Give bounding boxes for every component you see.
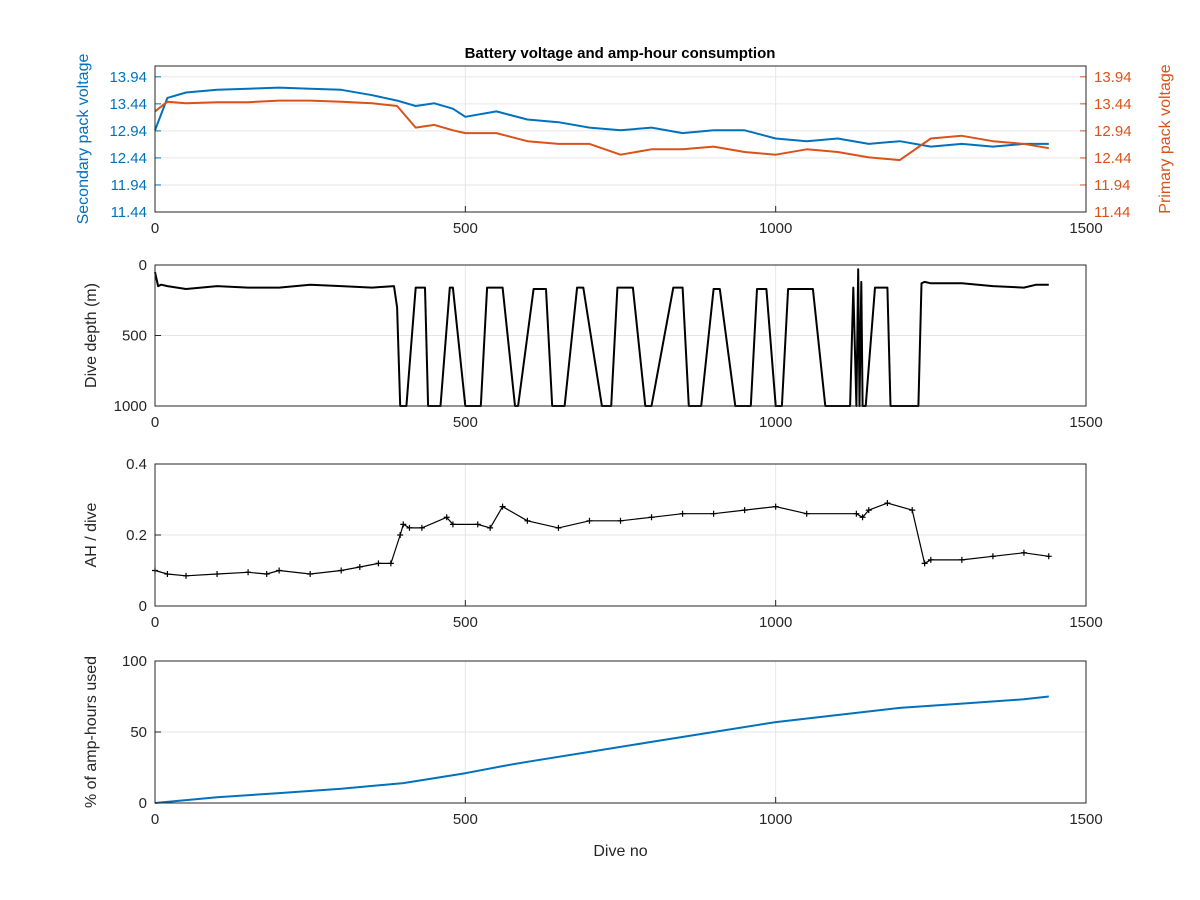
panel1-series-1-line — [154, 86, 1049, 148]
panel3-data-point — [741, 507, 748, 514]
panel4-y-tick-label: 100 — [122, 653, 147, 670]
panel3-data-point — [555, 524, 562, 531]
panel1-x-tick-label: 1000 — [759, 220, 792, 237]
panel3-data-point — [710, 510, 717, 517]
panel3-data-point — [183, 572, 190, 579]
panel1-y-right-tick-label: 13.44 — [1094, 96, 1132, 113]
panel1-y-tick-label: 13.44 — [109, 96, 147, 113]
panel4-series-1-line — [154, 695, 1049, 804]
panel3-data-point — [586, 517, 593, 524]
panel4-x-tick-label: 1000 — [759, 811, 792, 828]
panel2-y-tick-label: 1000 — [114, 398, 147, 415]
panel3-y-tick-label: 0.4 — [126, 456, 147, 473]
panel3-x-tick-label: 1500 — [1069, 614, 1102, 631]
panel3-data-point — [443, 514, 450, 521]
panel1-y-tick-label: 11.44 — [111, 204, 147, 221]
panel3-x-tick-label: 500 — [453, 614, 478, 631]
panel4-x-tick-label: 0 — [151, 811, 159, 828]
panel3-data-point — [356, 563, 363, 570]
panel3-data-point — [909, 507, 916, 514]
panel3-data-point — [487, 524, 494, 531]
panel4-x-tick-label: 500 — [453, 811, 478, 828]
panel3-data-point — [474, 521, 481, 528]
panel3-data-point — [387, 560, 394, 567]
panel2-x-tick-label: 500 — [453, 414, 478, 431]
panel2-y-tick-label: 0 — [139, 257, 147, 274]
panel1-axes-box — [154, 65, 1087, 213]
panel1-y-right-label: Primary pack voltage — [1157, 64, 1174, 213]
panel4-x-tick-label: 1500 — [1069, 811, 1102, 828]
panel2-series-1-line — [154, 268, 1049, 407]
panel3-data-point — [245, 569, 252, 576]
panel3-data-point — [921, 560, 928, 567]
panel1-y-right-tick-label: 13.94 — [1094, 69, 1132, 86]
panel4-axes-box — [154, 660, 1087, 804]
panel3-data-point — [1020, 549, 1027, 556]
panel3-data-point — [397, 532, 404, 538]
panel1-y-tick-label: 12.94 — [109, 123, 147, 140]
panel1-y-tick-label: 11.94 — [111, 177, 147, 194]
panel4-y-tick-label: 50 — [130, 724, 147, 741]
panel1-y-right-tick-label: 11.44 — [1094, 204, 1130, 221]
panel3-data-point — [772, 503, 779, 510]
panel2-y-label: Dive depth (m) — [83, 283, 100, 388]
panel3-data-point — [803, 510, 810, 517]
panel3-data-point — [617, 517, 624, 524]
panel3-data-point — [524, 517, 531, 524]
panel3-data-point — [679, 510, 686, 517]
panel3-data-point — [214, 571, 221, 578]
panel3-data-point — [263, 571, 270, 578]
panel3-data-point — [375, 560, 382, 567]
panel3-data-point — [307, 571, 314, 578]
panel2-x-tick-label: 0 — [151, 414, 159, 431]
panel3-x-tick-label: 1000 — [759, 614, 792, 631]
panel1-y-right-tick-label: 12.94 — [1094, 123, 1132, 140]
panel3-data-point — [400, 521, 407, 528]
panel3-data-point — [276, 567, 283, 574]
panel2-axes-box — [154, 264, 1087, 407]
panel3-data-point — [958, 556, 965, 563]
panel3-data-point — [499, 503, 506, 510]
panel3-y-label: AH / dive — [83, 502, 100, 567]
panel3-data-point — [418, 524, 425, 531]
panel3-data-point — [865, 507, 872, 514]
panel1-y-label: Secondary pack voltage — [75, 54, 92, 225]
panel3-series-line — [154, 502, 1049, 577]
figure-title: Battery voltage and amp-hour consumption — [465, 45, 776, 62]
panel3-y-tick-label: 0 — [139, 598, 147, 615]
panel4-x-label: Dive no — [593, 843, 647, 860]
panel3-data-point — [853, 510, 860, 517]
panel3-data-point — [884, 500, 891, 507]
panel3-data-point — [406, 524, 413, 531]
panel3-y-tick-label: 0.2 — [126, 527, 147, 544]
panel3-data-point — [648, 514, 655, 521]
panel1-x-tick-label: 1500 — [1069, 220, 1102, 237]
panel3-data-point — [859, 514, 866, 521]
panel1-y-tick-label: 12.44 — [109, 150, 147, 167]
panel3-data-point — [1045, 553, 1052, 560]
panel3-data-point — [338, 567, 345, 574]
panel1-y-right-tick-label: 12.44 — [1094, 150, 1132, 167]
panel1-x-tick-label: 500 — [453, 220, 478, 237]
panel1-y-tick-label: 13.94 — [109, 69, 147, 86]
panel3-data-point — [449, 521, 456, 528]
panel3-data-point — [989, 553, 996, 560]
panel2-x-tick-label: 1000 — [759, 414, 792, 431]
panel4-y-tick-label: 0 — [139, 795, 147, 812]
panel2-y-tick-label: 500 — [122, 328, 147, 345]
panel3-axes-box — [154, 463, 1087, 607]
panel3-data-point — [164, 571, 171, 578]
panel3-x-tick-label: 0 — [151, 614, 159, 631]
panel3-data-point — [927, 556, 934, 563]
panel1-y-right-tick-label: 11.94 — [1094, 177, 1130, 194]
panel1-series-2-line — [154, 99, 1049, 162]
panel4-y-label: % of amp-hours used — [83, 656, 100, 808]
panel2-x-tick-label: 1500 — [1069, 414, 1102, 431]
panel1-x-tick-label: 0 — [151, 220, 159, 237]
